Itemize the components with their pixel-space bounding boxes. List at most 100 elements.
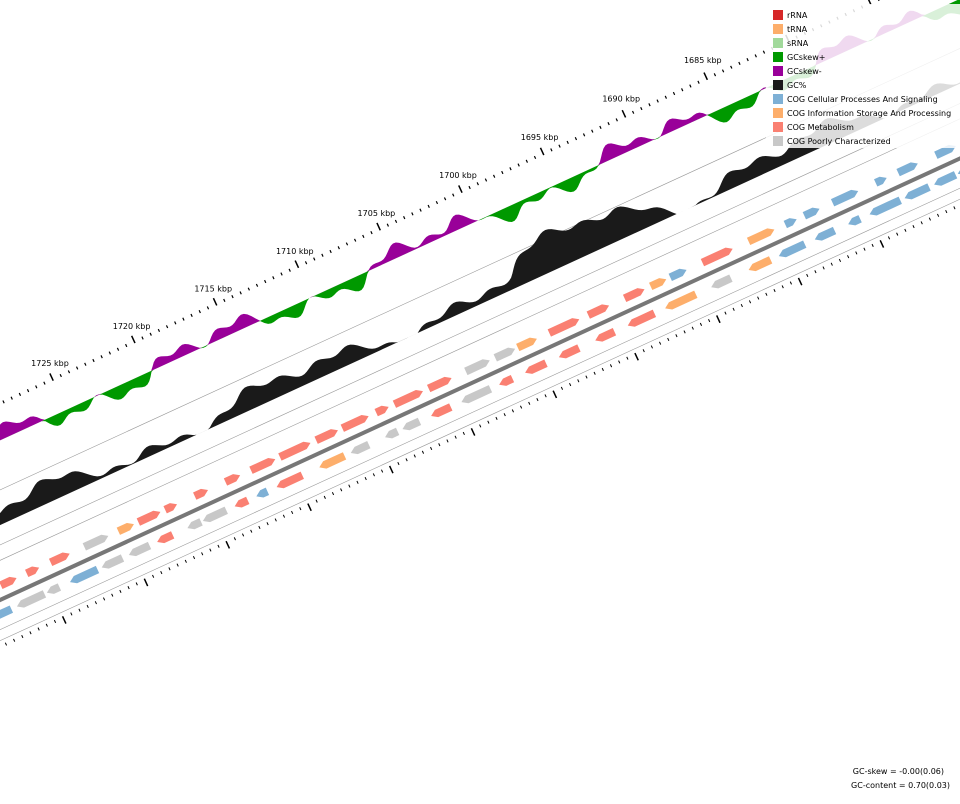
- ruler-tick: [689, 84, 692, 88]
- ruler-tick: [452, 193, 455, 197]
- ruler-tick: [212, 297, 218, 306]
- ruler-tick: [67, 370, 71, 374]
- ruler-tick: [61, 616, 67, 624]
- ruler-tick: [713, 73, 717, 77]
- gene: [627, 309, 657, 327]
- legend-swatch: [773, 108, 783, 118]
- gene: [0, 576, 17, 589]
- gene: [402, 417, 422, 431]
- ruler-tick: [364, 476, 367, 481]
- ruler-tick: [458, 185, 463, 193]
- ruler-tick: [887, 236, 891, 240]
- gene: [350, 441, 371, 455]
- ruler-tick: [372, 473, 375, 477]
- ruler-tick: [871, 243, 874, 247]
- gene: [778, 240, 807, 258]
- gene: [426, 376, 452, 393]
- ruler-tick: [288, 268, 291, 272]
- ruler-tick: [953, 206, 956, 210]
- ruler-tick: [503, 413, 506, 417]
- legend-swatch: [773, 10, 783, 20]
- gene: [276, 471, 304, 489]
- ruler-tick: [560, 386, 564, 390]
- gene: [516, 337, 537, 352]
- gene: [874, 176, 887, 187]
- ruler-tick: [157, 328, 161, 333]
- ruler-tick: [323, 495, 326, 499]
- ruler-tick: [789, 281, 792, 285]
- gc-skew-positive: [0, 0, 960, 485]
- gene: [748, 256, 773, 272]
- ruler-tick: [26, 388, 30, 393]
- ruler-tick: [411, 212, 414, 216]
- ruler-tick: [730, 65, 733, 69]
- ruler-tick: [533, 155, 537, 160]
- ruler-tick: [403, 216, 406, 220]
- ruler-tick: [94, 601, 97, 605]
- ruler-tick: [945, 209, 948, 214]
- ruler-tick: [724, 311, 727, 315]
- ruler-tick: [446, 439, 449, 443]
- ruler-tick: [904, 228, 907, 232]
- legend-label: GCskew+: [787, 53, 825, 62]
- gene: [0, 605, 14, 622]
- ruler-tick: [92, 358, 95, 363]
- gene: [16, 590, 47, 608]
- ruler-tick: [294, 260, 300, 269]
- ruler-tick: [675, 334, 678, 338]
- ruler-tick: [291, 510, 294, 514]
- ruler-tick: [29, 631, 32, 635]
- ruler-tick: [658, 341, 662, 345]
- ruler-label: 1700 kbp: [439, 171, 477, 180]
- ruler-tick: [274, 518, 277, 522]
- ruler-tick: [78, 608, 81, 612]
- ruler-tick: [217, 544, 220, 548]
- track-line: [0, 143, 960, 642]
- legend-label: sRNA: [787, 39, 809, 48]
- ruler-tick: [141, 336, 144, 340]
- ruler-tick: [863, 247, 866, 251]
- ruler-tick: [470, 428, 476, 436]
- ruler-tick: [525, 159, 529, 163]
- gene: [385, 427, 400, 439]
- ruler-label: 1690 kbp: [602, 94, 640, 103]
- ruler-tick: [108, 351, 112, 355]
- ruler-tick: [631, 110, 635, 114]
- ruler-tick: [566, 140, 569, 145]
- ruler-tick: [266, 522, 269, 526]
- ruler-tick: [348, 484, 351, 488]
- gene: [431, 403, 453, 418]
- gene: [157, 531, 175, 544]
- ruler-tick: [206, 306, 210, 310]
- ruler-tick: [37, 627, 40, 631]
- ruler-tick: [634, 352, 639, 361]
- ruler-tick: [656, 99, 659, 103]
- ruler-tick: [558, 144, 561, 148]
- ruler-tick: [593, 371, 596, 375]
- ruler-tick: [282, 514, 286, 518]
- ruler-tick: [495, 416, 498, 420]
- ruler-tick: [225, 540, 231, 549]
- gene: [830, 189, 859, 207]
- gene: [319, 452, 347, 469]
- ruler-tick: [443, 197, 447, 201]
- ruler-label: 1715 kbp: [194, 284, 232, 293]
- ruler-tick: [165, 325, 169, 329]
- gene: [525, 359, 548, 374]
- ruler-tick: [618, 360, 621, 364]
- ruler-tick: [2, 400, 5, 404]
- gene: [82, 534, 109, 551]
- gene: [934, 144, 956, 159]
- ruler-tick: [492, 174, 496, 178]
- gene: [223, 474, 241, 486]
- ruler-tick: [125, 343, 128, 348]
- gene: [783, 218, 797, 229]
- gene: [234, 496, 250, 508]
- ruler-tick: [746, 58, 749, 62]
- ruler-label: 1710 kbp: [276, 247, 314, 256]
- ruler-tick: [738, 61, 741, 66]
- ruler-tick: [484, 178, 488, 182]
- ruler-tick: [607, 121, 610, 126]
- ruler-tick: [201, 552, 204, 556]
- ruler-tick: [830, 262, 833, 266]
